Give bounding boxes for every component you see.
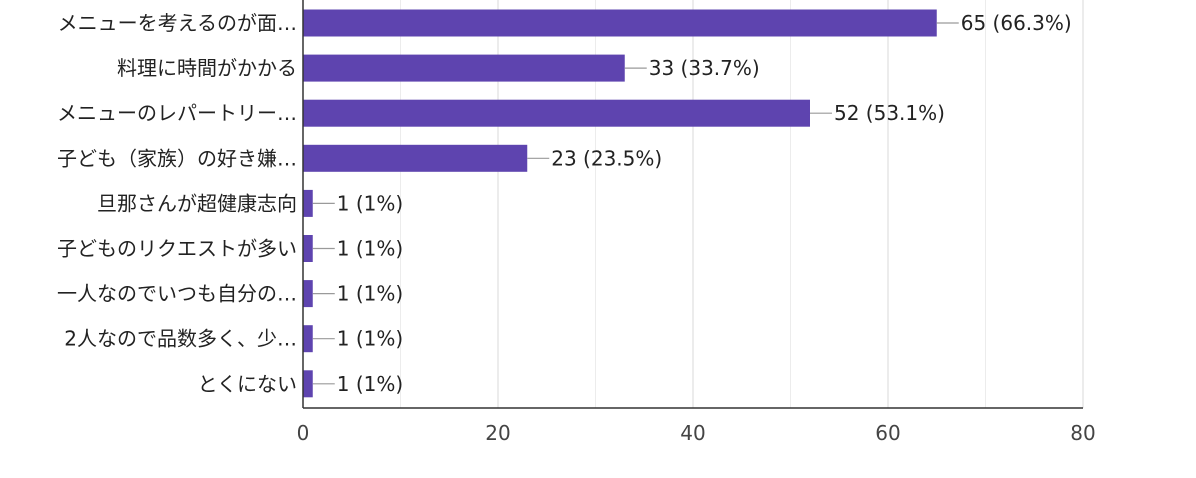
category-label: 子どものリクエストが多い [57,237,297,261]
bar-layer [303,9,959,398]
x-tick-label: 40 [680,421,705,445]
category-label: 一人なのでいつも自分の… [57,282,297,306]
x-tick-label: 60 [875,421,900,445]
category-label: 子ども（家族）の好き嫌… [57,146,297,170]
label-layer: 65 (66.3%) メニューを考えるのが面… 33 (33.7%) 料理に時間がかか… [57,11,1072,396]
data-label: 1 (1%) [337,372,403,396]
bar[interactable] [303,144,528,172]
data-label: 1 (1%) [337,282,403,306]
data-label: 1 (1%) [337,237,403,261]
x-tick-label: 0 [297,421,310,445]
category-label: 料理に時間がかかる [117,56,297,80]
bar[interactable] [303,99,810,127]
bar[interactable] [303,9,937,37]
data-label: 1 (1%) [337,191,403,215]
bar[interactable] [303,370,313,398]
data-label: 1 (1%) [337,327,403,351]
category-label: メニューを考えるのが面… [58,11,297,35]
category-label: とくにない [198,372,297,396]
data-label: 33 (33.7%) [649,56,760,80]
x-tick-label: 20 [485,421,510,445]
category-label: 旦那さんが超健康志向 [97,191,297,215]
data-label: 65 (66.3%) [961,11,1072,35]
x-tick-label: 80 [1070,421,1095,445]
bar[interactable] [303,235,313,262]
category-label: メニューのレパートリー… [57,101,297,125]
bar[interactable] [303,54,625,82]
bar[interactable] [303,189,313,217]
bar[interactable] [303,325,313,353]
data-label: 23 (23.5%) [551,146,662,170]
bar[interactable] [303,280,313,308]
category-label: 2人なので品数多く、少… [64,327,297,351]
data-label: 52 (53.1%) [834,101,945,125]
axis-layer: 0 20 40 60 80 [297,0,1096,445]
